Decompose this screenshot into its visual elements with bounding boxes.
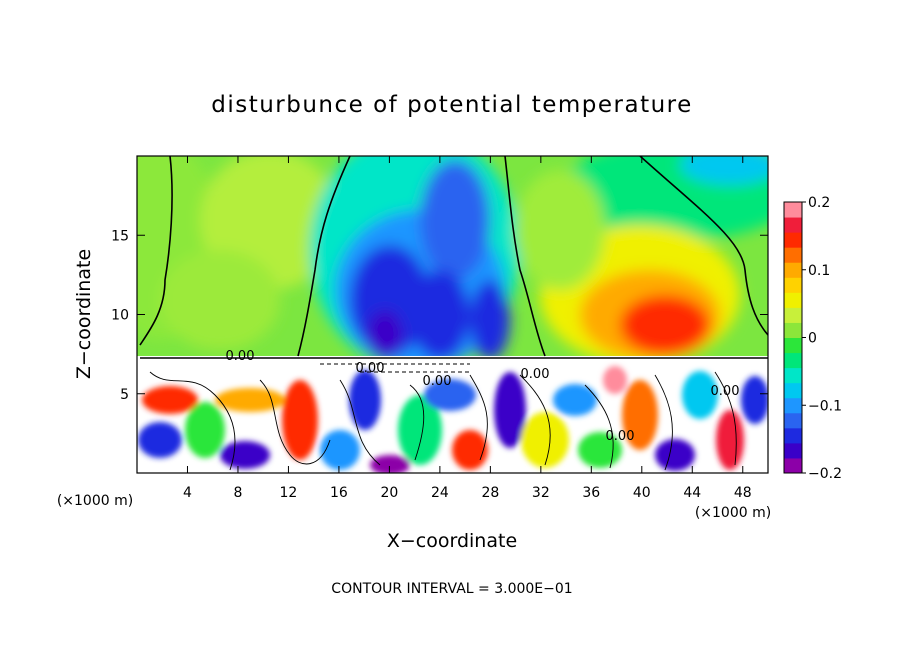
y-tick-label: 15 [111, 228, 129, 244]
colorbar-tick-label: −0.2 [808, 466, 842, 482]
y-tick-label: 10 [111, 308, 129, 324]
x-tick-label: 28 [481, 485, 499, 501]
x-tick-label: 24 [431, 485, 449, 501]
contour-labels: 0.00 0.00 0.00 0.00 0.00 0.00 [226, 349, 740, 444]
colorbar-swatch [784, 352, 802, 369]
colorbar-swatch [784, 217, 802, 233]
contour-label: 0.00 [356, 361, 385, 376]
contour-label: 0.00 [226, 349, 255, 364]
heatmap-field [137, 156, 768, 473]
colorbar-swatch [784, 232, 802, 248]
colorbar-swatch [784, 292, 802, 308]
colorbar-swatch [784, 202, 802, 218]
x-axis-label: X−coordinate [387, 530, 517, 552]
x-tick-label: 20 [380, 485, 398, 501]
colorbar-swatch [784, 427, 802, 444]
colorbar-swatch [784, 442, 802, 459]
x-tick-label: 32 [532, 485, 550, 501]
colorbar-swatch [784, 397, 802, 414]
contour-label: 0.00 [711, 384, 740, 399]
colorbar-swatch [784, 262, 802, 278]
colorbar-swatch [784, 247, 802, 263]
colorbar-swatch [784, 337, 802, 354]
chart-title: disturbunce of potential temperature [211, 92, 693, 118]
colorbar-swatch [784, 277, 802, 293]
colorbar: 0.2 0.1 0 −0.1 −0.2 [784, 195, 842, 482]
x-tick-label: 44 [683, 485, 701, 501]
colorbar-swatch [784, 382, 802, 399]
y-tick-label: 5 [120, 387, 129, 403]
colorbar-swatch [784, 307, 802, 323]
contour-interval-footer: CONTOUR INTERVAL = 3.000E−01 [331, 581, 572, 597]
x-tick-label: 36 [582, 485, 600, 501]
colorbar-tick-label: 0.1 [808, 263, 830, 279]
x-tick-label: 48 [734, 485, 752, 501]
contour-label: 0.00 [521, 367, 550, 382]
colorbar-swatch [784, 367, 802, 384]
contour-label: 0.00 [606, 429, 635, 444]
contour-label: 0.00 [423, 374, 452, 389]
x-tick-label: 8 [233, 485, 242, 501]
x-unit-label-right: (×1000 m) [695, 505, 771, 521]
x-tick-label: 16 [330, 485, 348, 501]
x-tick-label: 12 [280, 485, 298, 501]
x-tick-label: 40 [633, 485, 651, 501]
y-axis: 5 10 15 [111, 228, 768, 403]
colorbar-tick-label: −0.1 [808, 398, 842, 414]
x-axis: 4 8 12 16 20 24 28 32 36 40 44 48 [183, 156, 752, 501]
colorbar-tick-label: 0 [808, 331, 817, 347]
colorbar-swatch [784, 412, 802, 429]
colorbar-frame [783, 201, 803, 474]
colorbar-swatch [784, 322, 802, 338]
x-unit-label-left: (×1000 m) [57, 493, 133, 509]
colorbar-swatch [784, 457, 802, 474]
colorbar-tick-label: 0.2 [808, 195, 830, 211]
y-axis-label: Z−coordinate [73, 249, 95, 379]
x-tick-label: 4 [183, 485, 192, 501]
